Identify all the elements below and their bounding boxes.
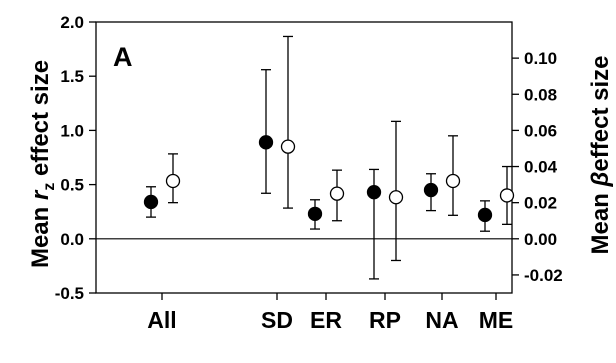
x-axis-ticks: All SD ER RP NA ME [147, 293, 513, 333]
right-axis-ticks: 0.10 0.08 0.06 0.04 0.02 0.00 -0.02 [512, 49, 563, 285]
right-axis-title: Mean βeffect size [587, 56, 614, 255]
filled-point [307, 206, 323, 222]
open-point [165, 173, 181, 189]
open-point [329, 186, 345, 201]
x-category-label: NA [425, 307, 458, 333]
filled-point [423, 182, 439, 198]
filled-point [366, 185, 382, 200]
left-tick-label: 1.5 [60, 67, 84, 86]
x-category-label: ME [479, 307, 514, 333]
right-tick-label: 0.08 [524, 85, 557, 104]
right-tick-label: 0.10 [524, 49, 557, 68]
left-axis-ticks: 2.0 1.5 1.0 0.5 0.0 -0.5 [55, 13, 96, 303]
right-tick-label: -0.02 [524, 266, 563, 285]
open-point [388, 190, 404, 205]
open-point [280, 139, 296, 154]
plot-frame [95, 21, 513, 294]
left-tick-label: -0.5 [55, 284, 84, 303]
right-tick-label: 0.04 [524, 158, 558, 177]
x-category-label: ER [310, 307, 342, 333]
filled-point [477, 207, 493, 223]
open-point [499, 188, 515, 203]
x-category-label: All [147, 307, 176, 333]
left-tick-label: 0.5 [60, 176, 84, 195]
right-tick-label: 0.00 [524, 230, 557, 249]
left-axis-title: Mean rz effect size [27, 60, 58, 268]
left-tick-label: 1.0 [60, 121, 84, 140]
right-tick-label: 0.06 [524, 121, 557, 140]
filled-point [258, 135, 274, 150]
left-tick-label: 0.0 [60, 230, 84, 249]
data-marks [143, 35, 515, 280]
x-category-label: SD [261, 307, 293, 333]
x-category-label: RP [369, 307, 401, 333]
panel-label: A [113, 42, 133, 72]
filled-point [143, 194, 159, 210]
left-tick-label: 2.0 [60, 13, 84, 32]
right-tick-label: 0.02 [524, 194, 557, 213]
open-point [445, 173, 461, 189]
